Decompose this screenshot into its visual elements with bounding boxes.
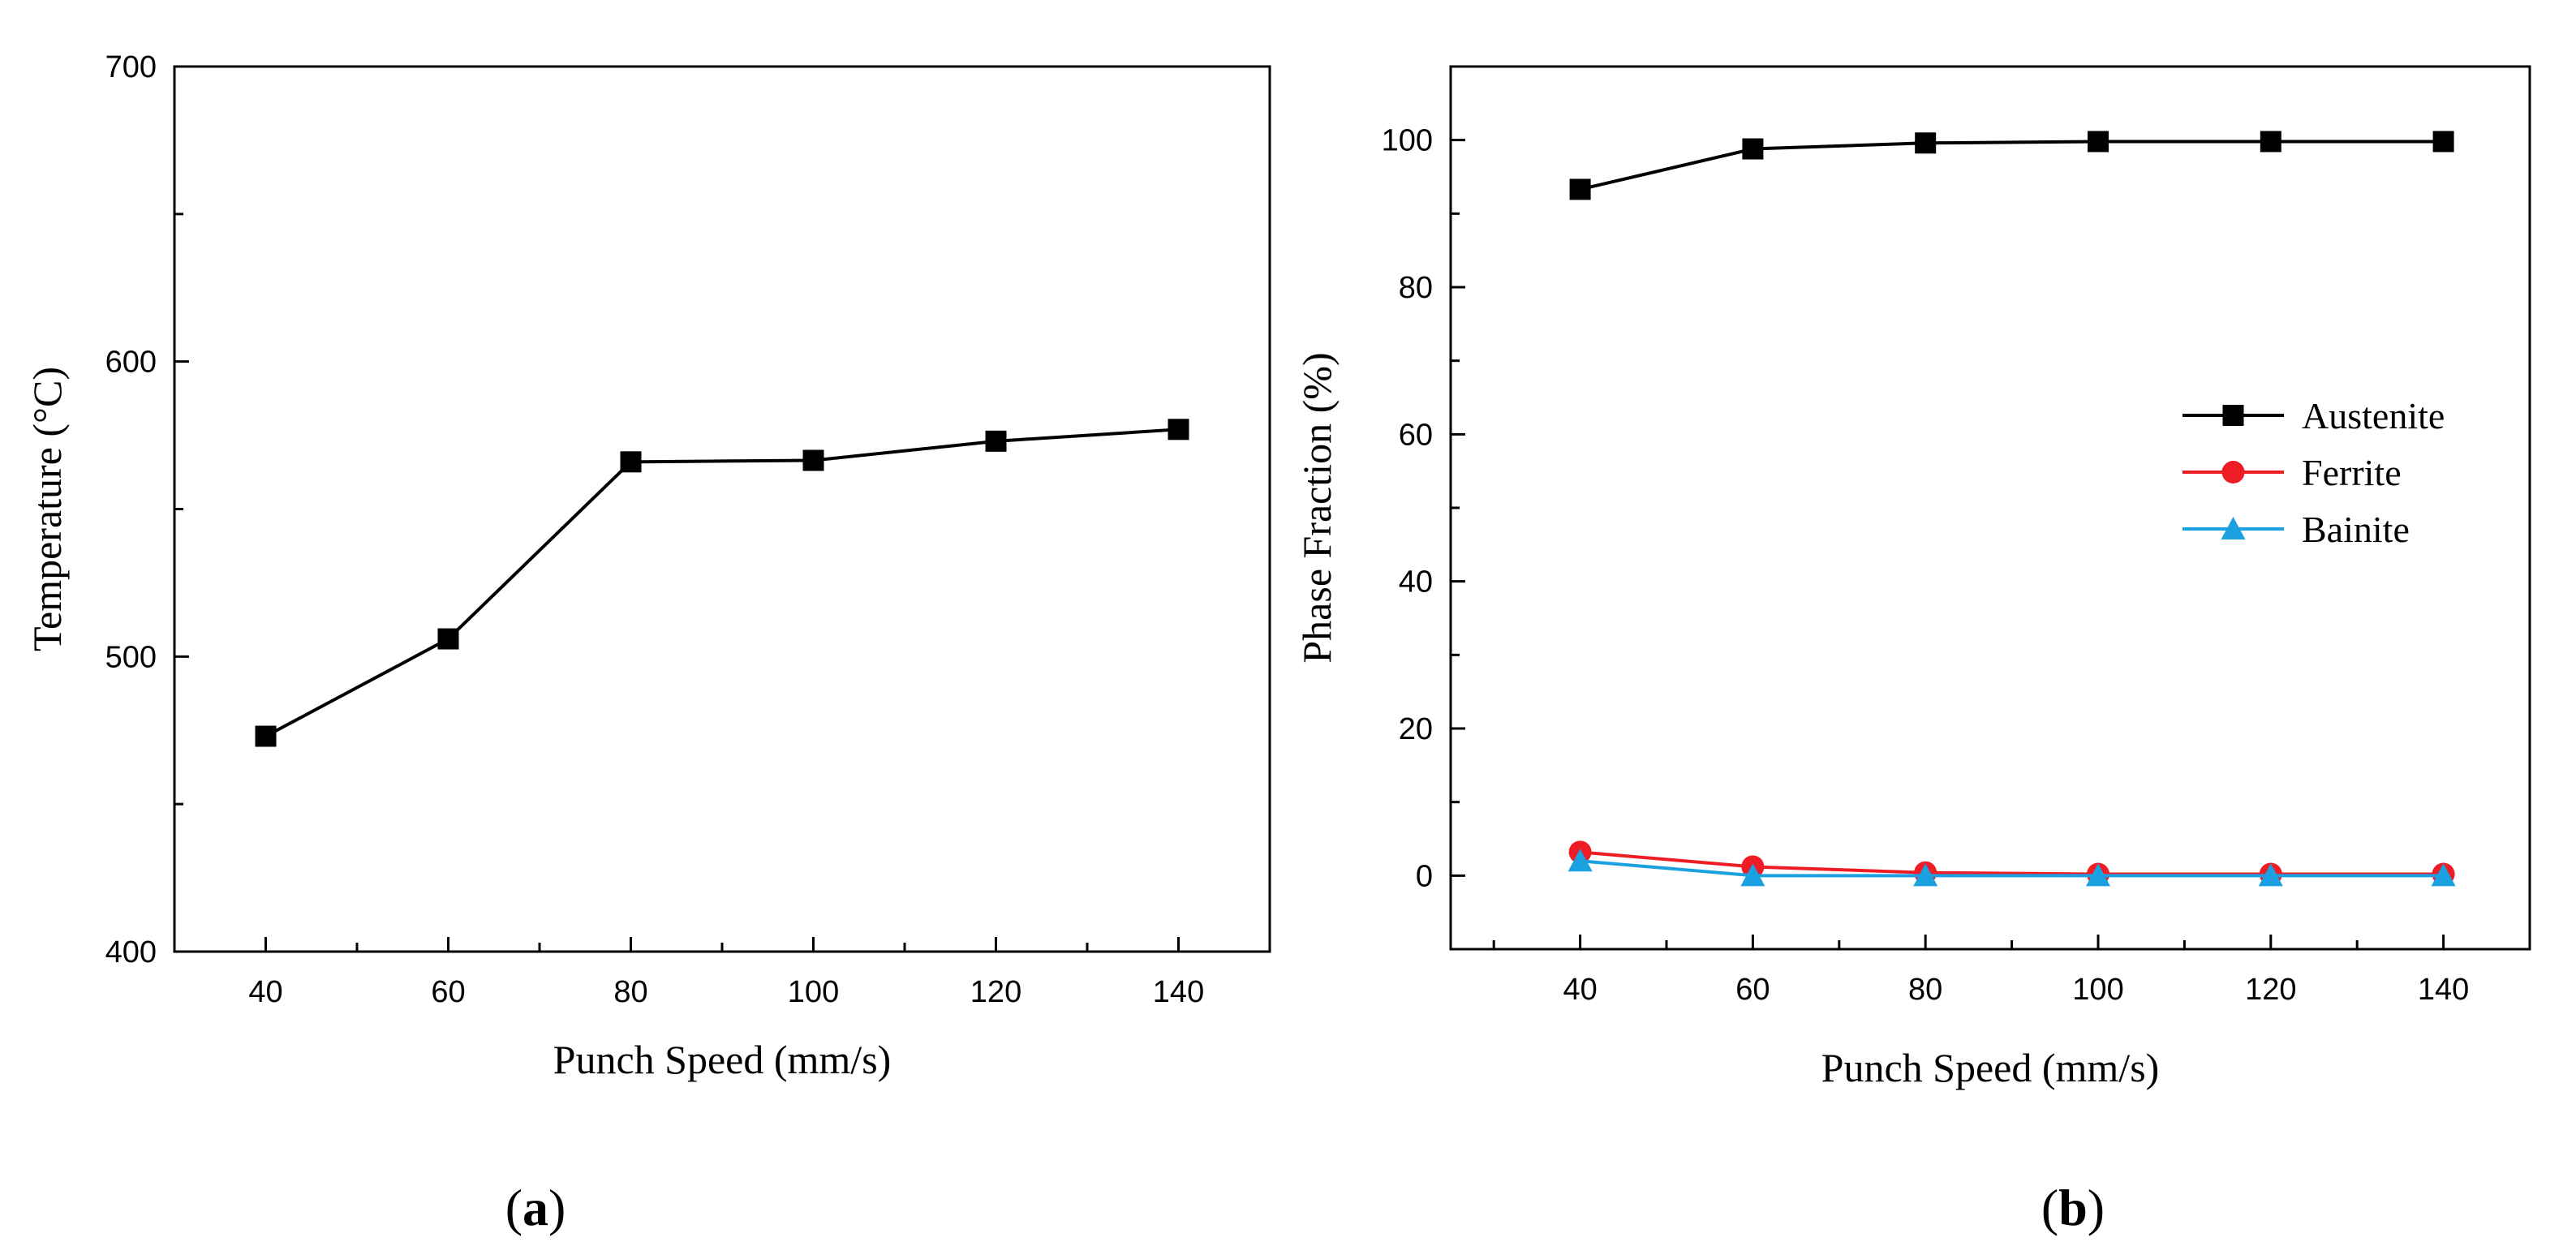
plot-frame [1449, 65, 2531, 951]
data-point [1569, 178, 1591, 200]
legend: Austenite Ferrite Bainite [2183, 395, 2445, 550]
legend-item: Bainite [2183, 509, 2410, 550]
x-tick-label: 60 [431, 975, 465, 1009]
data-point [2260, 131, 2281, 153]
y-tick-label: 80 [1399, 271, 1433, 305]
y-axis-title: Phase Fraction (%) [1294, 352, 1340, 663]
data-point [985, 430, 1007, 452]
data-point [1168, 419, 1189, 441]
data-point [255, 725, 277, 747]
y-tick-label: 500 [105, 640, 157, 674]
y-tick-label: 600 [105, 346, 157, 380]
series-line [1580, 859, 2444, 878]
data-point [2431, 863, 2456, 887]
y-tick-label: 40 [1399, 565, 1433, 600]
data-point [802, 449, 824, 471]
x-axis-title: Punch Speed (mm/s) [1821, 1045, 2160, 1090]
x-tick-label: 80 [613, 975, 647, 1009]
x-tick-label: 140 [2418, 973, 2469, 1007]
data-point [1568, 849, 1593, 872]
series-temperature [255, 419, 1189, 747]
data-point [2432, 131, 2454, 153]
x-tick-label: 100 [2072, 973, 2123, 1007]
data-point [437, 628, 459, 650]
legend-item: Ferrite [2183, 452, 2402, 493]
y-tick-label: 0 [1416, 859, 1433, 893]
data-point [620, 451, 642, 473]
series-bainite [1568, 849, 2456, 887]
y-tick-label: 100 [1382, 124, 1433, 158]
legend-label: Bainite [2302, 509, 2410, 550]
legend-label: Ferrite [2302, 452, 2402, 493]
x-tick-label: 60 [1735, 973, 1770, 1007]
x-tick-label: 100 [788, 975, 839, 1009]
x-tick-label: 40 [1563, 973, 1597, 1007]
x-tick-label: 120 [970, 975, 1021, 1009]
legend-marker [2221, 517, 2246, 539]
y-axis-title: Temperature (°C) [24, 367, 70, 651]
y-tick-label: 20 [1399, 712, 1433, 746]
chart-panel-a: 40 60 80 100 120 140 400 500 600 700 Punch Speed (… [24, 50, 1271, 1236]
x-axis-title: Punch Speed (mm/s) [553, 1037, 892, 1082]
data-point [2086, 863, 2110, 887]
legend-label: Austenite [2302, 395, 2445, 436]
plot-frame [173, 65, 1271, 953]
x-tick-label: 40 [248, 975, 282, 1009]
series-ferrite [1568, 840, 2455, 886]
x-tick-label: 80 [1908, 973, 1942, 1007]
legend-marker [2221, 461, 2245, 484]
data-point [1740, 863, 1765, 887]
legend-item: Austenite [2183, 395, 2445, 436]
chart-panel-b: 40 60 80 100 120 140 0 20 40 60 80 100 Punch Speed (… [1294, 65, 2531, 1236]
panel-label: (b) [2041, 1179, 2105, 1236]
y-tick-label: 60 [1399, 418, 1433, 452]
panel-label: (a) [505, 1179, 566, 1236]
y-tick-label: 700 [105, 50, 157, 84]
data-point [2258, 863, 2283, 887]
legend-marker [2222, 405, 2244, 426]
data-point [2088, 131, 2109, 153]
y-tick-label: 400 [105, 935, 157, 969]
series-line [264, 428, 1179, 738]
series-line [1580, 140, 2444, 191]
x-tick-label: 140 [1153, 975, 1204, 1009]
data-point [1915, 132, 1937, 154]
x-tick-label: 120 [2245, 973, 2296, 1007]
series-austenite [1569, 131, 2454, 200]
data-point [1913, 863, 1938, 887]
data-point [1742, 138, 1764, 160]
